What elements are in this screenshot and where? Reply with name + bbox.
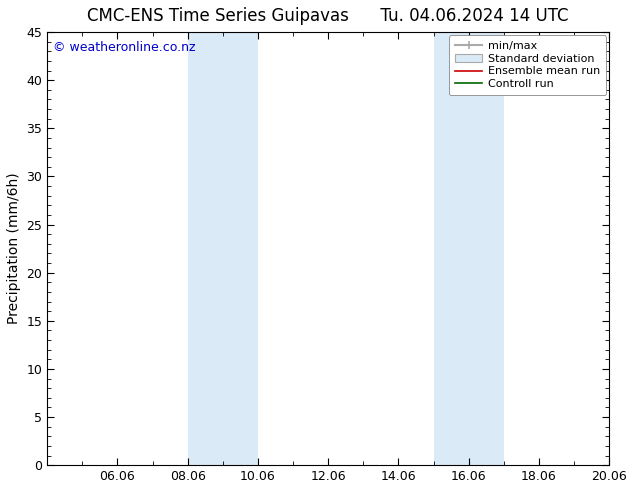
Legend: min/max, Standard deviation, Ensemble mean run, Controll run: min/max, Standard deviation, Ensemble me… xyxy=(449,35,606,95)
Text: © weatheronline.co.nz: © weatheronline.co.nz xyxy=(53,41,195,54)
Title: CMC-ENS Time Series Guipavas      Tu. 04.06.2024 14 UTC: CMC-ENS Time Series Guipavas Tu. 04.06.2… xyxy=(87,7,569,25)
Y-axis label: Precipitation (mm/6h): Precipitation (mm/6h) xyxy=(7,173,21,324)
Bar xyxy=(434,32,504,465)
Bar xyxy=(188,32,258,465)
